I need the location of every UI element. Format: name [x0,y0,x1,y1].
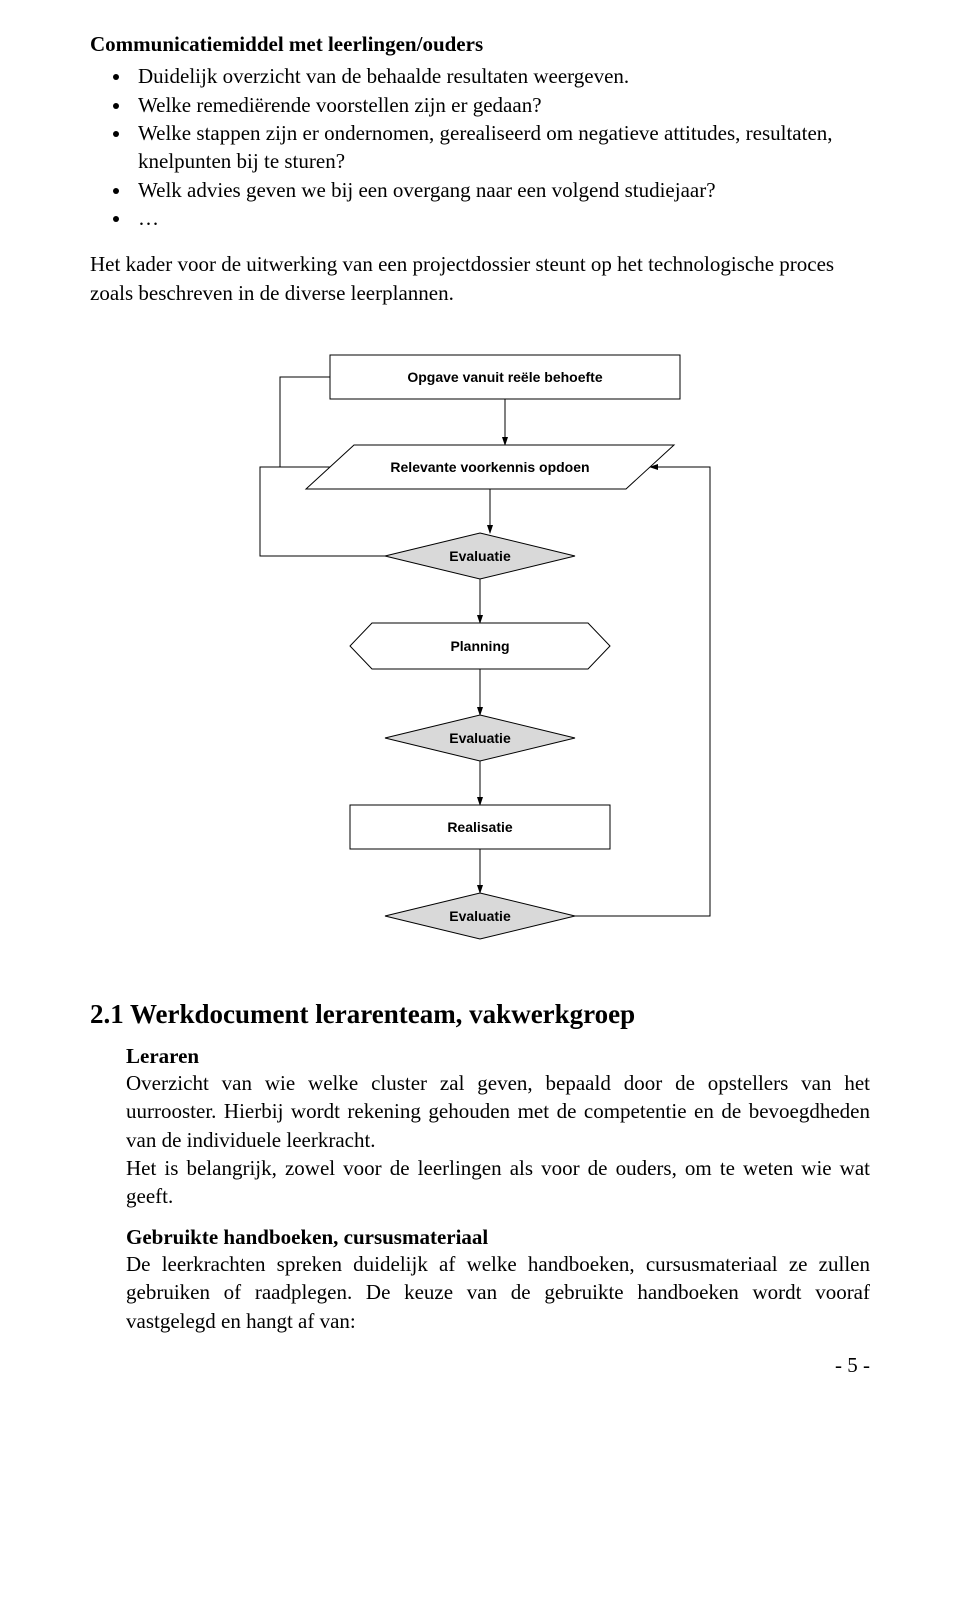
subsection-title-handboeken: Gebruikte handboeken, cursusmateriaal [126,1225,870,1250]
paragraph-kader: Het kader voor de uitwerking van een pro… [90,250,870,307]
svg-text:Opgave vanuit reële behoefte: Opgave vanuit reële behoefte [407,369,602,385]
list-item: Welk advies geven we bij een overgang na… [132,176,870,204]
svg-text:Relevante voorkennis opdoen: Relevante voorkennis opdoen [390,459,589,475]
paragraph-leraren: Overzicht van wie welke cluster zal geve… [126,1069,870,1211]
list-item: Welke stappen zijn er ondernomen, gereal… [132,119,870,176]
section-heading-werkdocument: 2.1 Werkdocument lerarenteam, vakwerkgro… [90,999,870,1030]
document-page: Communicatiemiddel met leerlingen/ouders… [0,0,960,1418]
subsection-container: Leraren Overzicht van wie welke cluster … [90,1044,870,1335]
svg-text:Evaluatie: Evaluatie [449,908,511,924]
list-item: … [132,204,870,232]
svg-text:Realisatie: Realisatie [447,819,513,835]
flowchart-diagram: Opgave vanuit reële behoefte Relevante vo… [220,345,740,965]
section-heading-communicatiemiddel: Communicatiemiddel met leerlingen/ouders [90,30,870,58]
list-item: Duidelijk overzicht van de behaalde resu… [132,62,870,90]
list-item: Welke remediërende voorstellen zijn er g… [132,91,870,119]
page-number: - 5 - [90,1353,870,1378]
bullet-list: Duidelijk overzicht van de behaalde resu… [90,62,870,232]
subsection-title-leraren: Leraren [126,1044,870,1069]
svg-text:Evaluatie: Evaluatie [449,730,511,746]
svg-text:Planning: Planning [450,638,509,654]
svg-text:Evaluatie: Evaluatie [449,548,511,564]
paragraph-handboeken: De leerkrachten spreken duidelijk af wel… [126,1250,870,1335]
